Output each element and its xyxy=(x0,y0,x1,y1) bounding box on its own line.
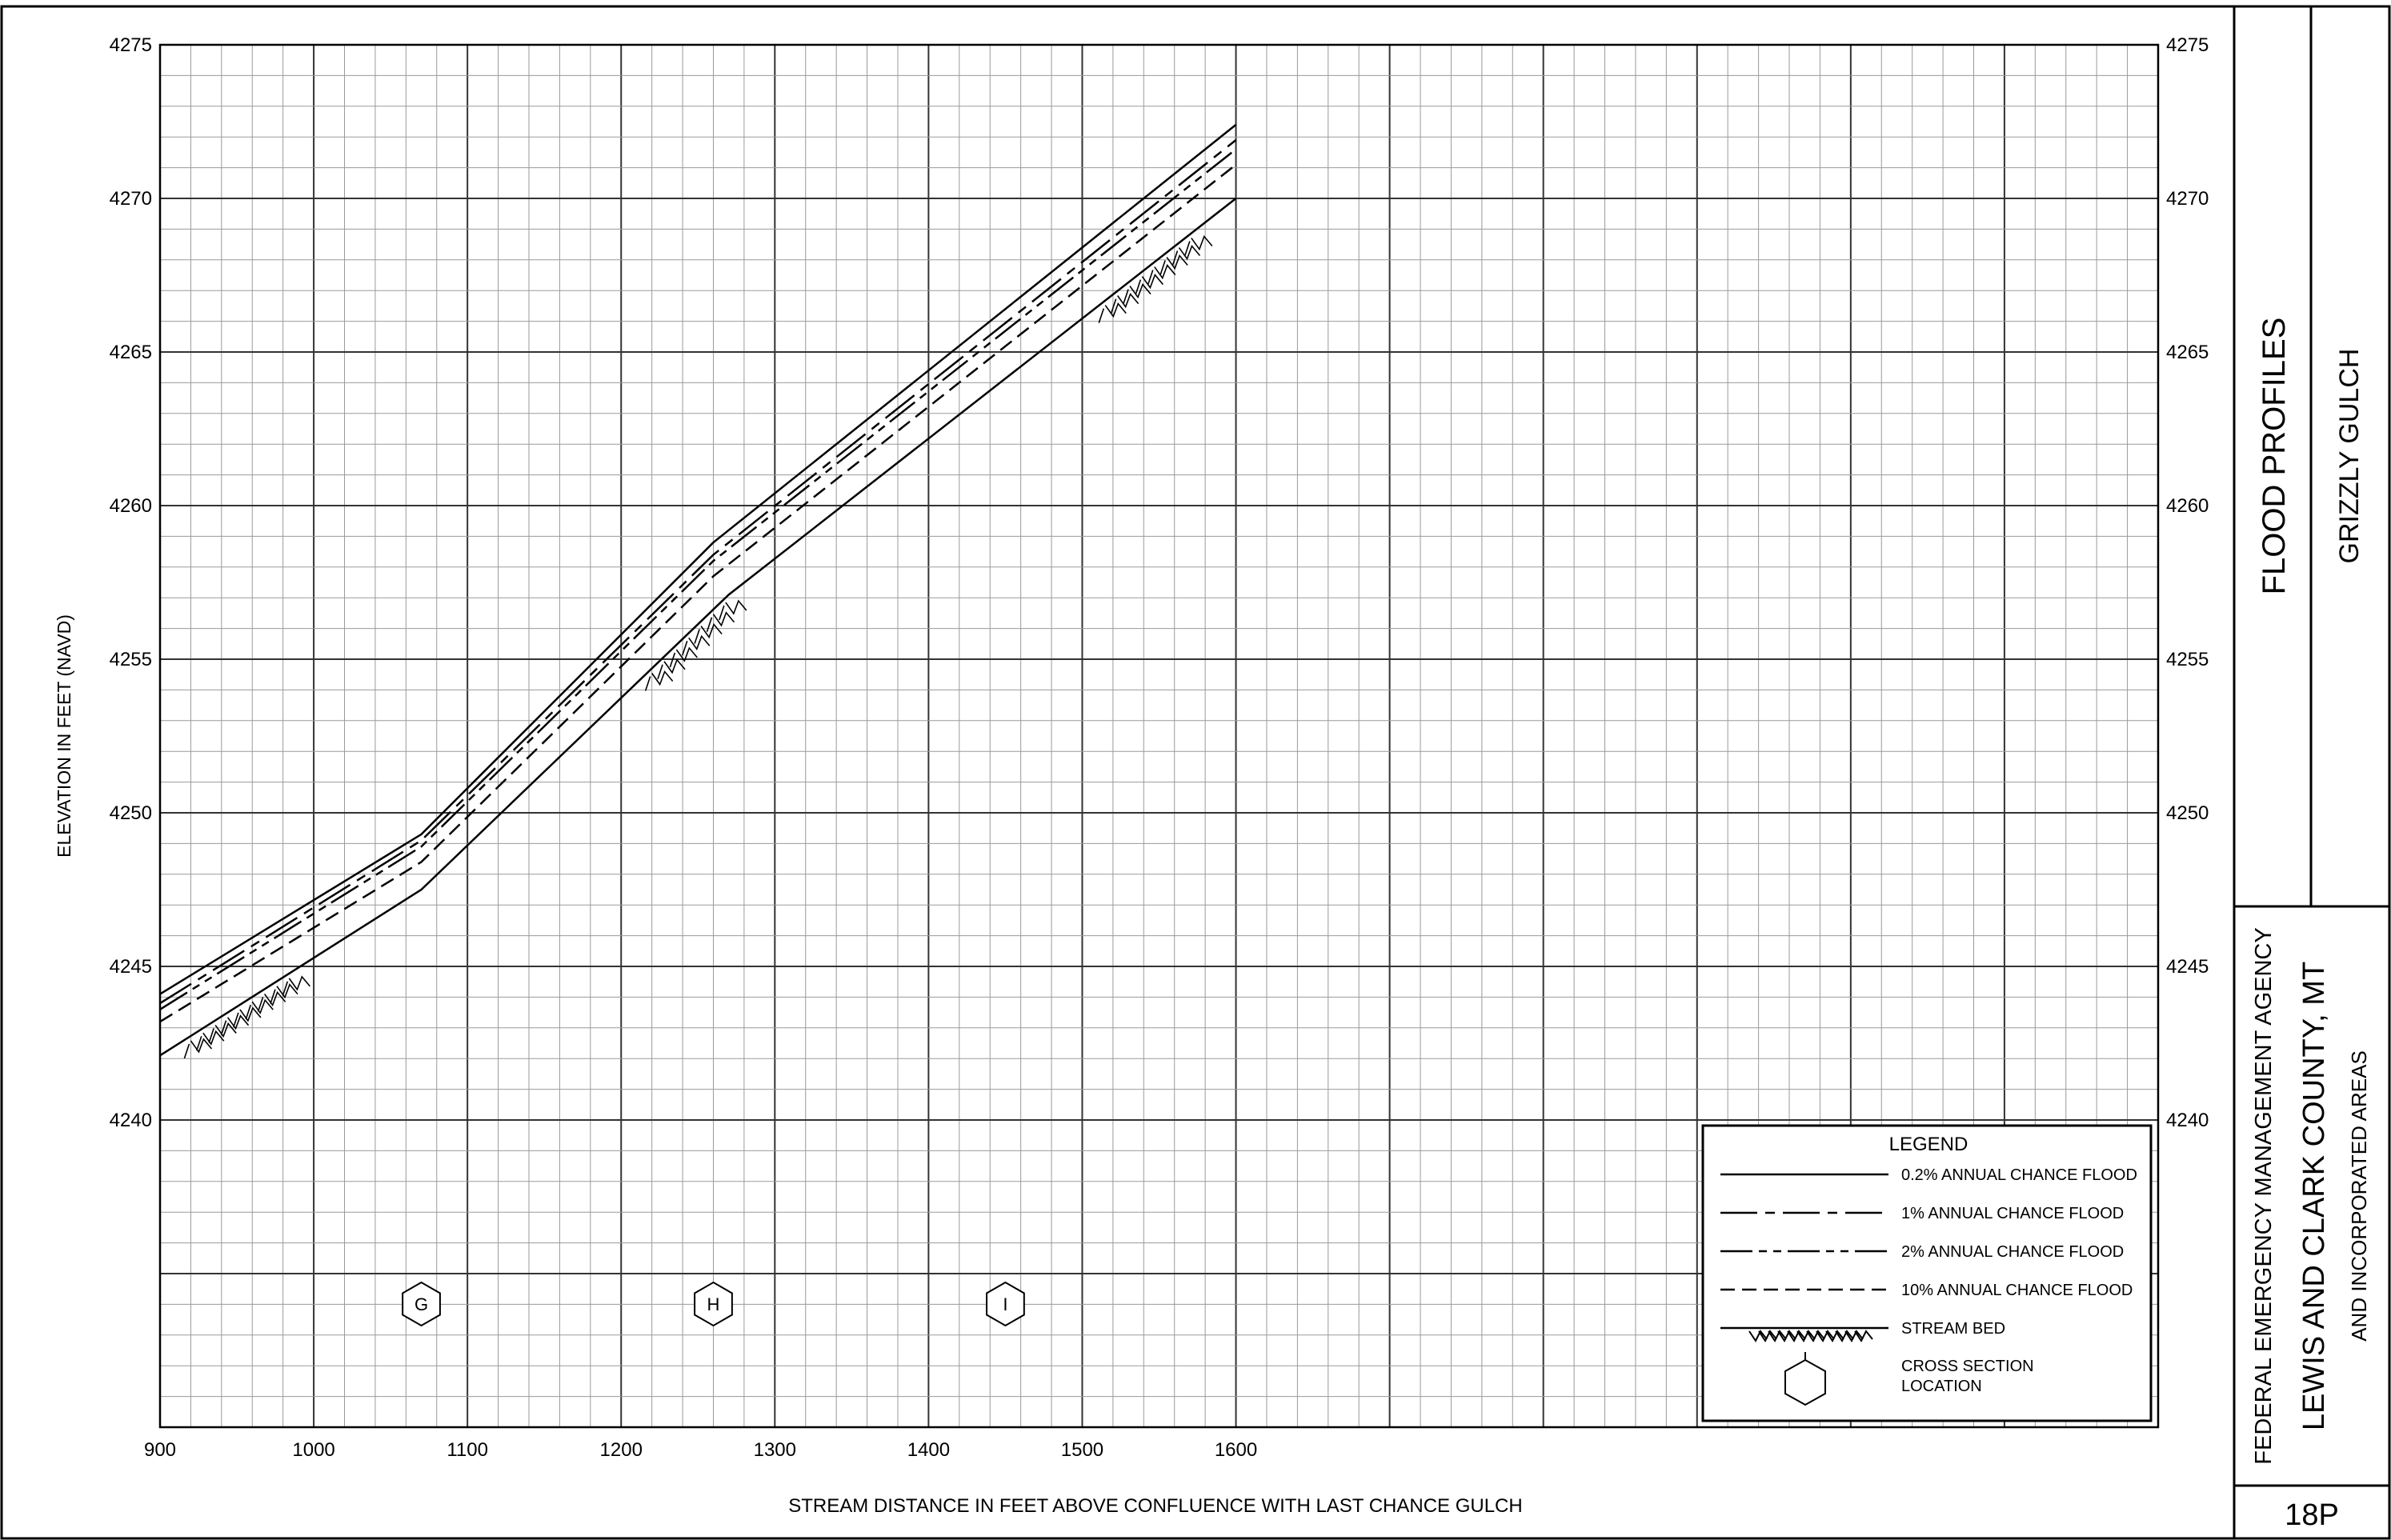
legend-item-label: 2% ANNUAL CHANCE FLOOD xyxy=(1901,1243,2124,1261)
y-tick-label-right: 4275 xyxy=(2166,34,2209,56)
chart-series xyxy=(159,123,1237,1057)
stream-name: GRIZZLY GULCH xyxy=(2334,349,2365,564)
legend-item-label: 10% ANNUAL CHANCE FLOOD xyxy=(1901,1282,2133,1299)
cross-section-label: I xyxy=(1003,1294,1007,1314)
cross-section-hexagon xyxy=(402,1281,441,1327)
stream-bed-hatch-group xyxy=(644,599,747,691)
incorporated-areas: AND INCORPORATED AREAS xyxy=(2347,1050,2371,1342)
series-line-dashdot xyxy=(159,139,1237,1005)
x-tick-label: 1300 xyxy=(754,1439,796,1461)
stream-bed-hatching xyxy=(183,234,1213,1059)
series-line-streambed xyxy=(159,198,1237,1057)
x-tick-label: 1500 xyxy=(1061,1439,1103,1461)
legend-item-label: 0.2% ANNUAL CHANCE FLOOD xyxy=(1901,1166,2137,1184)
y-tick-label-right: 4240 xyxy=(2166,1110,2209,1131)
legend-items: 0.2% ANNUAL CHANCE FLOOD 1% ANNUAL CHANCE… xyxy=(1720,1166,2137,1342)
y-axis-label: ELEVATION IN FEET (NAVD) xyxy=(54,614,74,858)
x-axis-label: STREAM DISTANCE IN FEET ABOVE CONFLUENCE… xyxy=(788,1495,1522,1517)
stream-bed-hatch-group xyxy=(1098,234,1213,323)
y-tick-label-right: 4265 xyxy=(2166,342,2209,363)
x-tick-label: 1000 xyxy=(292,1439,334,1461)
y-tick-label-right: 4245 xyxy=(2166,956,2209,978)
y-tick-label-left: 4255 xyxy=(110,649,152,670)
stream-bed-hatch-group xyxy=(183,975,310,1059)
legend-cross-section-label: CROSS SECTION xyxy=(1901,1358,2034,1375)
x-tick-label: 900 xyxy=(144,1439,176,1461)
y-tick-label-left: 4270 xyxy=(110,188,152,210)
sheet-title: FLOOD PROFILES xyxy=(2257,318,2292,595)
y-tick-label-right: 4250 xyxy=(2166,802,2209,824)
legend-cross-section-icon xyxy=(1784,1352,1826,1406)
y-tick-label-left: 4260 xyxy=(110,495,152,517)
legend-item-label: STREAM BED xyxy=(1901,1320,2005,1338)
cross-section-label: H xyxy=(707,1294,720,1314)
y-tick-label-left: 4250 xyxy=(110,802,152,824)
series-line-dashed xyxy=(159,163,1237,1023)
cross-section-label: G xyxy=(415,1294,428,1314)
panel-number: 18P xyxy=(2285,1498,2339,1532)
axis-tick-labels: 4240 4240 4245 4245 4250 4250 4255 4255 4260 4260… xyxy=(110,34,2209,1461)
series-line-solid xyxy=(159,123,1237,995)
plot-area-border xyxy=(158,43,2160,1429)
legend-item-label: 1% ANNUAL CHANCE FLOOD xyxy=(1901,1205,2124,1222)
y-tick-label-right: 4270 xyxy=(2166,188,2209,210)
y-tick-label-left: 4265 xyxy=(110,342,152,363)
agency-name: FEDERAL EMERGENCY MANAGEMENT AGENCY xyxy=(2251,927,2277,1464)
x-tick-label: 1400 xyxy=(907,1439,950,1461)
y-tick-label-left: 4245 xyxy=(110,956,152,978)
cross-section-hexagon xyxy=(986,1281,1025,1327)
y-tick-label-left: 4275 xyxy=(110,34,152,56)
legend: LEGEND 0.2% ANNUAL CHANCE FLOOD 1% ANNUAL… xyxy=(1701,1124,2153,1422)
legend-title: LEGEND xyxy=(1889,1134,1968,1155)
legend-cross-section-label-2: LOCATION xyxy=(1901,1378,1982,1395)
y-tick-label-left: 4240 xyxy=(110,1110,152,1131)
legend-stream-bed-hatch xyxy=(1748,1330,1873,1342)
y-tick-label-right: 4260 xyxy=(2166,495,2209,517)
title-block: FLOOD PROFILES GRIZZLY GULCH FEDERAL EME… xyxy=(2233,6,2389,1538)
y-tick-label-right: 4255 xyxy=(2166,649,2209,670)
cross-section-markers: G H I xyxy=(402,1281,1025,1327)
x-tick-label: 1200 xyxy=(600,1439,643,1461)
cross-section-hexagon xyxy=(694,1281,733,1327)
series-line-dashdotdot xyxy=(159,148,1237,1010)
x-tick-label: 1600 xyxy=(1215,1439,1257,1461)
county-name: LEWIS AND CLARK COUNTY, MT xyxy=(2297,962,2331,1430)
x-tick-label: 1100 xyxy=(447,1439,488,1461)
